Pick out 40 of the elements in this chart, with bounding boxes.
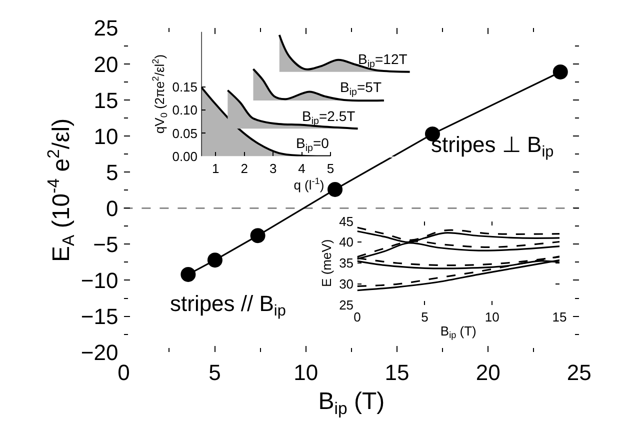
y-tick-label: 40 bbox=[339, 234, 354, 250]
y-tick-label: 45 bbox=[339, 214, 354, 229]
x-tick-label: 15 bbox=[552, 310, 567, 325]
annotation: stripes // B$_{ip}$ bbox=[170, 291, 286, 320]
x-tick-label: 10 bbox=[484, 310, 500, 325]
y-tick-label: 15 bbox=[94, 88, 118, 113]
y-tick-label: 0.10 bbox=[172, 102, 198, 118]
y-tick-label: 30 bbox=[339, 276, 354, 292]
x-axis-title: B$_{ip}$ (T) bbox=[440, 323, 476, 340]
x-tick-label: 15 bbox=[384, 360, 410, 385]
y-tick-label: −20 bbox=[80, 340, 118, 366]
x-tick-label: 2 bbox=[240, 160, 248, 176]
series-label: B$_{ip}$=5T bbox=[340, 79, 382, 98]
series-label: B$_{ip}$=0 bbox=[296, 135, 330, 154]
y-tick-label: 0 bbox=[106, 196, 118, 221]
y-tick-label: 25 bbox=[94, 16, 118, 41]
y-tick-label: 0.05 bbox=[172, 126, 198, 141]
y-tick-label: −10 bbox=[80, 268, 118, 293]
x-tick-label: 5 bbox=[326, 160, 334, 176]
x-tick-label: 20 bbox=[476, 360, 500, 385]
y-tick-label: 0.15 bbox=[172, 80, 198, 95]
series-label: B$_{ip}$=12T bbox=[358, 51, 408, 70]
annotation: stripes ⊥ B$_{ip}$ bbox=[431, 132, 554, 161]
y-tick-label: 25 bbox=[339, 298, 354, 313]
x-axis-title: q (l$^{-1}$) bbox=[294, 176, 324, 192]
y-tick-label: −5 bbox=[93, 232, 118, 257]
x-tick-label: 5 bbox=[208, 360, 221, 385]
x-tick-label: 1 bbox=[212, 160, 220, 176]
x-tick-label: 3 bbox=[269, 160, 277, 176]
x-tick-label: 25 bbox=[566, 360, 592, 385]
x-axis-title: B$_{ip}$ (T) bbox=[318, 388, 385, 418]
x-tick-label: 5 bbox=[421, 310, 428, 325]
y-tick-label: 35 bbox=[339, 256, 354, 271]
y-axis-title: E (meV) bbox=[319, 239, 334, 287]
x-tick-label: 10 bbox=[294, 360, 318, 385]
y-tick-label: 20 bbox=[94, 52, 118, 77]
y-tick-label: 0.00 bbox=[172, 148, 198, 164]
x-tick-label: 4 bbox=[298, 160, 306, 176]
y-tick-label: 10 bbox=[94, 124, 118, 149]
y-tick-label: −15 bbox=[80, 304, 118, 329]
